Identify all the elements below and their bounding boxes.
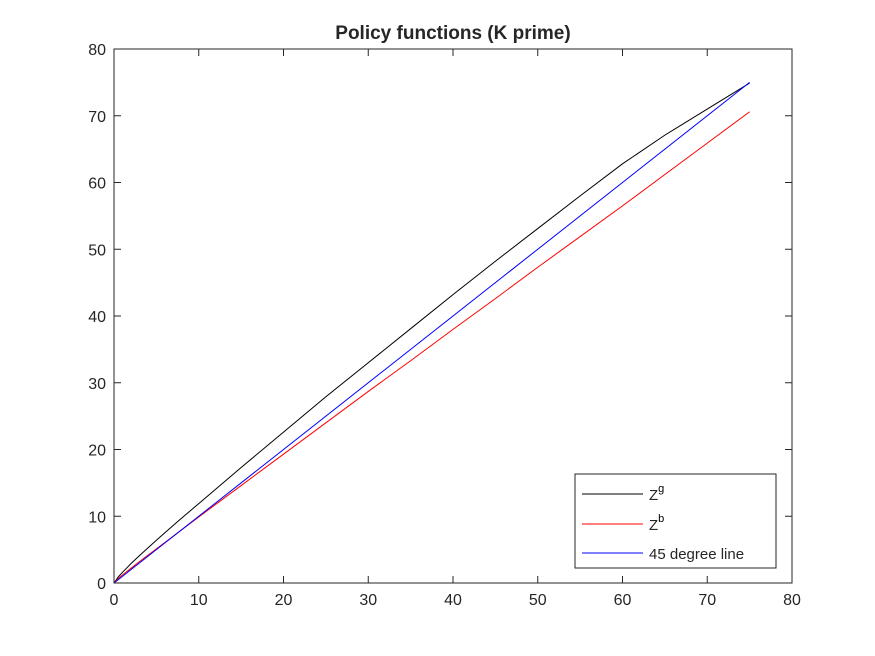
x-tick-label: 70 — [698, 592, 716, 609]
series-line-1 — [113, 111, 750, 584]
x-axis: 0 10 20 30 40 50 60 70 80 — [110, 49, 801, 609]
y-tick-label: 10 — [88, 509, 106, 526]
series-line-0 — [113, 82, 750, 584]
y-tick-label: 70 — [88, 109, 106, 126]
series-layer — [113, 81, 750, 584]
x-tick-label: 50 — [529, 592, 547, 609]
legend: Zg Zb 45 degree line — [574, 473, 777, 569]
series-line-2 — [113, 81, 750, 584]
x-tick-label: 80 — [783, 592, 801, 609]
chart-title: Policy functions (K prime) — [335, 23, 570, 44]
y-tick-label: 30 — [88, 376, 106, 393]
x-tick-label: 60 — [614, 592, 632, 609]
y-axis: 0 10 20 30 40 50 60 70 80 — [88, 42, 792, 593]
x-tick-label: 10 — [190, 592, 208, 609]
x-tick-label: 40 — [444, 592, 462, 609]
y-tick-label: 20 — [88, 443, 106, 460]
x-tick-label: 20 — [275, 592, 293, 609]
y-tick-label: 60 — [88, 176, 106, 193]
y-tick-label: 80 — [88, 42, 106, 59]
legend-label-2: 45 degree line — [649, 546, 744, 563]
legend-box — [574, 473, 777, 569]
y-tick-label: 50 — [88, 242, 106, 259]
x-tick-label: 30 — [359, 592, 377, 609]
y-tick-label: 0 — [97, 576, 106, 593]
y-tick-label: 40 — [88, 309, 106, 326]
legend-label-1: Zb — [649, 513, 664, 534]
legend-label-0: Zg — [649, 483, 664, 504]
x-tick-label: 0 — [110, 592, 119, 609]
